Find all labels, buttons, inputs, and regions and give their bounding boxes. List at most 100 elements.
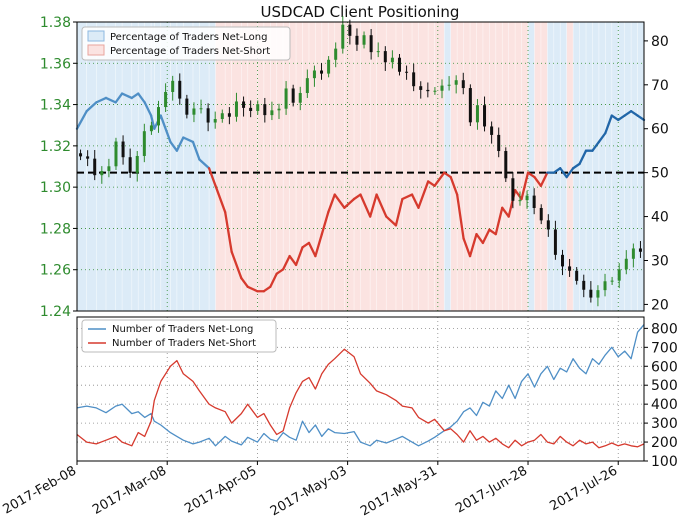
bottom-right-tick-label: 700 bbox=[651, 340, 678, 356]
net-long-pct-segment bbox=[565, 167, 575, 179]
net-short-shade bbox=[308, 22, 316, 311]
net-short-shade bbox=[334, 22, 345, 311]
net-long-pct-segment bbox=[578, 149, 588, 166]
net-short-shade bbox=[328, 22, 336, 311]
net-short-shade bbox=[225, 22, 233, 311]
price-candle-up bbox=[596, 290, 600, 298]
price-candle-up bbox=[624, 258, 628, 270]
price-candle-down bbox=[242, 101, 246, 108]
net-long-pct-segment bbox=[75, 110, 88, 130]
x-axis-tick-label: 2017-Jul-26 bbox=[547, 463, 620, 514]
price-candle-down bbox=[383, 51, 387, 63]
net-long-pct-segment bbox=[559, 167, 568, 179]
net-short-pct-segment bbox=[359, 193, 372, 218]
legend-label-net-long: Percentage of Traders Net-Long bbox=[110, 32, 268, 43]
net-long-shade bbox=[115, 22, 123, 311]
net-short-shade bbox=[457, 22, 464, 311]
net-long-shade bbox=[192, 22, 200, 311]
price-candle-down bbox=[638, 248, 642, 252]
net-long-pct-segment bbox=[597, 131, 607, 144]
price-candle-down bbox=[178, 80, 182, 99]
net-long-pct-segment bbox=[130, 92, 140, 100]
net-long-pct-segment bbox=[604, 114, 613, 135]
price-candle-down bbox=[426, 89, 430, 92]
net-long-shade bbox=[624, 22, 632, 311]
net-short-shade bbox=[418, 22, 429, 311]
net-short-pct-segment bbox=[214, 184, 227, 214]
net-short-pct-segment bbox=[533, 175, 543, 187]
net-short-count-line bbox=[76, 348, 645, 449]
net-long-pct-segment bbox=[114, 92, 124, 104]
net-short-shade bbox=[450, 22, 458, 311]
price-candle-up bbox=[454, 80, 458, 85]
price-candle-down bbox=[560, 254, 564, 267]
net-short-pct-segment bbox=[513, 189, 523, 201]
net-long-shade bbox=[592, 22, 600, 311]
net-short-pct-segment bbox=[327, 193, 336, 214]
price-candle-up bbox=[376, 51, 380, 53]
net-long-shade bbox=[151, 22, 155, 311]
left-axis-tick-label: 1.24 bbox=[40, 304, 71, 320]
net-short-pct-segment bbox=[275, 268, 285, 275]
price-candle-up bbox=[171, 80, 175, 92]
net-short-pct-segment bbox=[427, 180, 436, 187]
price-candle-down bbox=[93, 158, 97, 176]
left-axis-tick-label: 1.32 bbox=[40, 139, 71, 155]
net-long-shade bbox=[170, 22, 178, 311]
net-long-count-line bbox=[76, 324, 645, 447]
price-candle-up bbox=[164, 91, 168, 108]
net-long-pct-segment bbox=[623, 110, 633, 117]
net-short-pct-segment bbox=[501, 206, 510, 218]
left-axis-tick-label: 1.26 bbox=[40, 263, 71, 279]
net-short-shade bbox=[386, 22, 397, 311]
price-candle-down bbox=[249, 107, 253, 111]
net-short-shade bbox=[495, 22, 503, 311]
net-long-shade bbox=[631, 22, 638, 311]
x-axis-tick-label: 2017-Mar-08 bbox=[90, 463, 169, 517]
price-candle-down bbox=[185, 98, 189, 115]
net-long-shade bbox=[183, 22, 194, 311]
net-long-pct-segment bbox=[169, 140, 179, 152]
price-candle-up bbox=[234, 101, 238, 117]
net-short-shade bbox=[534, 22, 542, 311]
price-candle-up bbox=[617, 269, 621, 281]
net-short-shade bbox=[276, 22, 284, 311]
price-candle-up bbox=[518, 200, 522, 202]
net-long-shade bbox=[144, 22, 152, 311]
legend-label-net-short-count: Number of Traders Net-Short bbox=[112, 338, 256, 349]
net-short-pct-segment bbox=[433, 171, 446, 187]
net-long-pct-segment bbox=[571, 162, 581, 170]
price-candle-down bbox=[539, 207, 543, 221]
bottom-right-tick-label: 300 bbox=[651, 416, 678, 432]
bottom-panel: 100 200 300 400 500 600 700 800 Number of Trader… bbox=[76, 316, 678, 470]
price-candle-down bbox=[468, 88, 472, 123]
price-candle-up bbox=[220, 113, 224, 120]
net-short-shade bbox=[257, 22, 265, 311]
x-axis-tick-label: 2017-May-31 bbox=[358, 463, 440, 517]
net-short-shade bbox=[241, 22, 249, 311]
x-axis-tick-label: 2017-May-03 bbox=[268, 463, 350, 517]
net-short-shade bbox=[470, 22, 477, 311]
net-long-shade bbox=[131, 22, 139, 311]
net-short-pct-segment bbox=[375, 193, 388, 218]
net-short-pct-segment bbox=[320, 211, 330, 236]
price-candle-down bbox=[128, 157, 132, 173]
net-short-shade bbox=[508, 22, 516, 311]
price-candle-up bbox=[192, 108, 196, 115]
price-candle-down bbox=[504, 151, 508, 179]
net-short-pct-segment bbox=[333, 193, 346, 209]
net-short-pct-segment bbox=[481, 228, 491, 245]
net-short-pct-segment bbox=[230, 250, 243, 280]
net-short-pct-segment bbox=[468, 232, 478, 258]
price-candle-up bbox=[440, 85, 444, 91]
net-short-shade bbox=[412, 22, 419, 311]
net-short-shade bbox=[289, 22, 297, 311]
net-long-shade bbox=[444, 22, 452, 311]
price-candle-up bbox=[142, 131, 146, 156]
net-long-shade bbox=[86, 22, 97, 311]
net-short-pct-segment bbox=[488, 228, 497, 236]
price-candle-up bbox=[525, 195, 529, 201]
net-long-pct-segment bbox=[143, 101, 153, 117]
net-short-shade bbox=[395, 22, 403, 311]
